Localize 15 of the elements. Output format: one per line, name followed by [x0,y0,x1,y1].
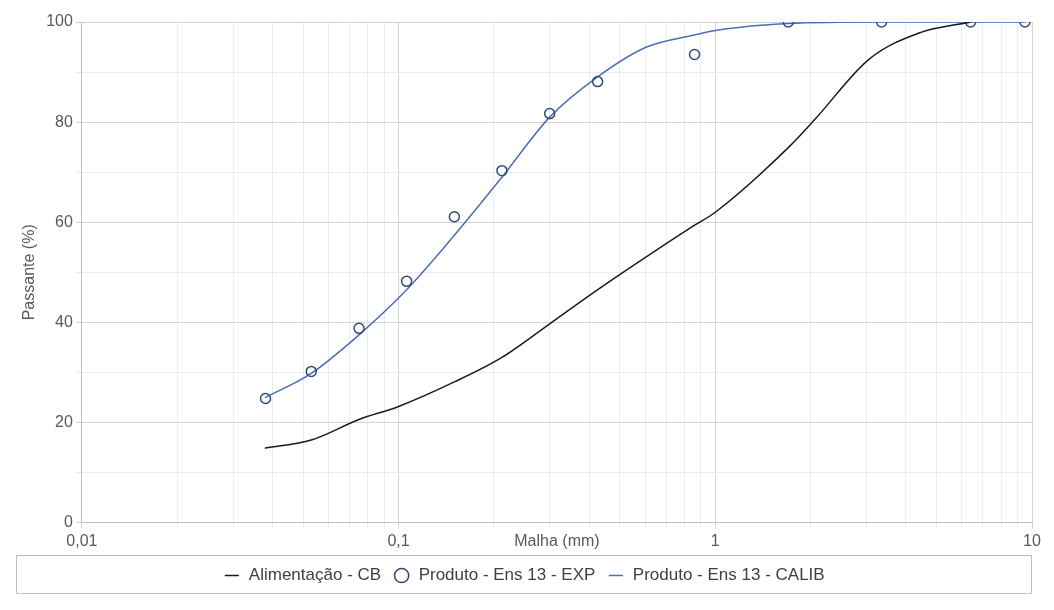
y-tick-label: 80 [55,112,73,130]
y-tick-label: 40 [55,312,73,330]
y-tick-label: 100 [46,12,73,30]
y-tick-label: 60 [55,212,73,230]
x-tick-label: 0,1 [387,531,410,549]
x-tick-label: 1 [710,531,720,549]
legend-label: Produto - Ens 13 - EXP [418,565,596,585]
y-tick-label: 0 [63,513,73,531]
legend-label: Produto - Ens 13 - CALIB [632,565,825,585]
x-tick-label: 0,01 [66,531,98,549]
x-axis-title: Malha (mm) [514,531,600,549]
y-tick-label: 20 [55,412,73,430]
y-axis-title: Passante (%) [20,224,38,321]
x-tick-label: 10 [1023,531,1041,549]
legend-label: Alimentação - CB [248,565,382,585]
